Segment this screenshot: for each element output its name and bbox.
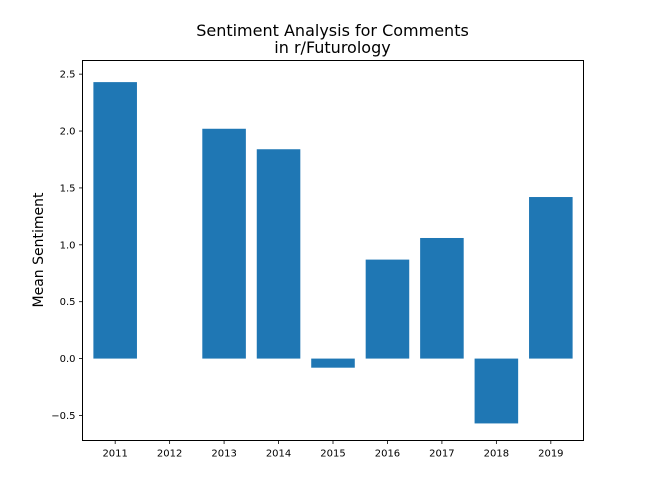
y-tick-label: 1.5 (60, 183, 76, 194)
bar-2011 (93, 82, 137, 359)
y-tick-label: 0.0 (60, 354, 76, 365)
y-tick-label: −0.5 (51, 411, 75, 422)
y-axis-label: Mean Sentiment (31, 192, 47, 307)
x-tick-label: 2013 (211, 449, 236, 460)
x-tick-label: 2015 (320, 449, 345, 460)
x-tick-label: 2019 (538, 449, 563, 460)
bar-2013 (202, 128, 246, 359)
bar-2019 (529, 197, 573, 359)
y-tick-label: 1.0 (60, 240, 76, 251)
x-tick-label: 2011 (102, 449, 127, 460)
x-tick-label: 2014 (266, 449, 291, 460)
bar-2015 (311, 358, 355, 368)
y-tick-label: 2.5 (60, 70, 76, 81)
x-tick-label: 2012 (157, 449, 182, 460)
chart-title-line-2: in r/Futurology (274, 38, 391, 57)
x-ticks-group: 2011 2012 2013 2014 2015 2016 2017 2018 2019 (102, 440, 564, 460)
x-tick-label: 2016 (375, 449, 400, 460)
bar-2017 (420, 237, 464, 359)
y-tick-label: 0.5 (60, 297, 76, 308)
chart-title-line-1: Sentiment Analysis for Comments (196, 21, 469, 40)
y-ticks-group: −0.5 0.0 0.5 1.0 1.5 2.0 2.5 (51, 70, 83, 422)
chart-title: Sentiment Analysis for Comments in r/Fut… (82, 22, 583, 56)
x-tick-label: 2018 (484, 449, 509, 460)
bars-group (93, 82, 573, 424)
y-tick-label: 2.0 (60, 127, 76, 138)
bar-2016 (365, 259, 410, 359)
bar-2018 (474, 358, 519, 424)
bar-2014 (256, 149, 301, 359)
x-tick-label: 2017 (429, 449, 454, 460)
